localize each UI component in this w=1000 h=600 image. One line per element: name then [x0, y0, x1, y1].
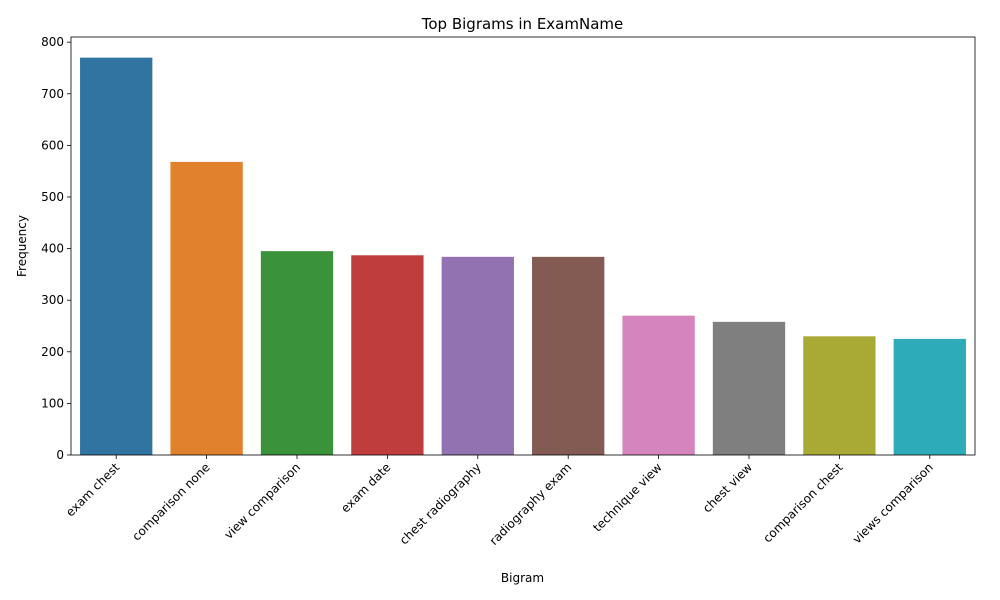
plot-frame [70, 36, 976, 456]
x-tick-label: technique view [590, 460, 665, 535]
x-tick-label: comparison none [129, 460, 212, 543]
y-tick-label: 300 [41, 293, 64, 307]
bar-views-comparison [893, 338, 966, 455]
bar-technique-view [622, 315, 695, 455]
bar-comparison-chest [803, 336, 876, 455]
x-axis-label: Bigram [501, 571, 544, 585]
y-axis: 0 100 200 300 400 500 600 700 800 [41, 35, 71, 462]
bar-radiography-exam [532, 256, 605, 455]
y-tick-label: 600 [41, 138, 64, 152]
y-tick-label: 200 [41, 345, 64, 359]
x-tick-label: chest radiography [397, 460, 484, 547]
bar-comparison-none [170, 161, 243, 455]
bar-view-comparison [260, 251, 334, 455]
bar-exam-date [351, 255, 424, 455]
x-tick-label: view comparison [221, 460, 303, 542]
y-tick-label: 800 [41, 35, 64, 49]
x-tick-label: chest view [700, 460, 755, 515]
x-tick-label: comparison chest [760, 460, 845, 545]
y-axis-label: Frequency [15, 215, 29, 277]
y-tick-label: 0 [56, 448, 64, 462]
y-tick-label: 500 [41, 190, 64, 204]
y-tick-label: 100 [41, 396, 64, 410]
bar-exam-chest [80, 57, 153, 456]
chart-title: Top Bigrams in ExamName [421, 15, 623, 33]
x-tick-label: radiography exam [487, 460, 575, 548]
y-tick-label: 400 [41, 242, 64, 256]
x-tick-label: views comparison [850, 460, 936, 546]
x-tick-label: exam chest [63, 460, 122, 519]
bars [80, 57, 966, 456]
bar-chest-view [712, 321, 786, 455]
x-tick-label: exam date [338, 460, 393, 515]
bar-chest-radiography [441, 256, 514, 455]
x-axis: exam chest comparison none view comparison… [63, 455, 936, 548]
y-tick-label: 700 [41, 87, 64, 101]
